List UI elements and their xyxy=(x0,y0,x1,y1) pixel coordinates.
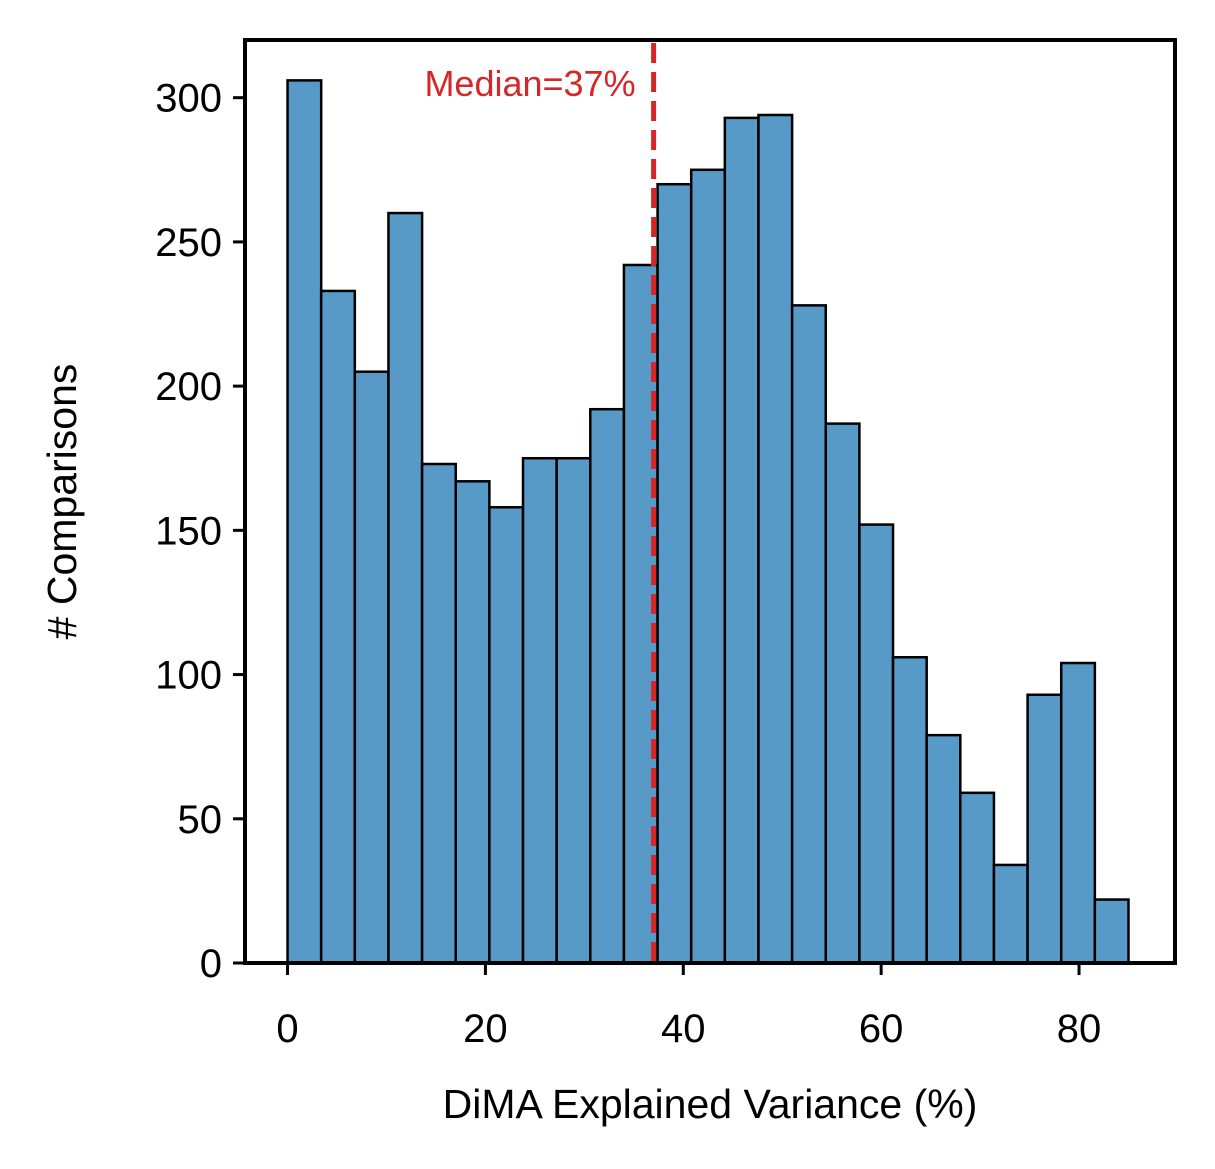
y-axis-label: # Comparisons xyxy=(39,364,85,640)
x-tick-label: 40 xyxy=(661,1007,706,1051)
histogram-bar xyxy=(1093,898,1130,965)
x-tick-label: 0 xyxy=(276,1007,298,1051)
histogram-bar xyxy=(992,863,1029,965)
histogram-bar xyxy=(689,168,727,965)
x-axis-ticks: 0 20 40 60 80 xyxy=(276,963,1101,1051)
histogram-bar xyxy=(959,791,996,965)
histogram-bar xyxy=(286,79,323,965)
y-axis-ticks: 0 50 100 150 200 250 300 xyxy=(155,77,245,986)
histogram-bar xyxy=(824,422,861,965)
histogram-bar xyxy=(723,116,760,965)
histogram-bar xyxy=(1026,693,1063,965)
histogram-bar xyxy=(488,506,525,965)
x-tick-label: 20 xyxy=(463,1007,508,1051)
histogram-bar xyxy=(790,304,828,965)
plot-frame xyxy=(243,38,1177,965)
y-tick-label: 300 xyxy=(155,77,222,121)
histogram-bar xyxy=(1059,661,1097,965)
histogram-bar xyxy=(420,462,457,965)
histogram-bar xyxy=(521,456,558,965)
x-tick-label: 60 xyxy=(859,1007,904,1051)
y-tick-label: 50 xyxy=(178,798,223,842)
histogram-bar xyxy=(319,289,357,965)
y-tick-label: 200 xyxy=(155,365,222,409)
histogram-bar xyxy=(925,733,962,965)
histogram-bar xyxy=(555,456,592,965)
median-annotation: Median=37% xyxy=(424,63,635,104)
histogram-bar xyxy=(656,182,693,965)
histogram-bar xyxy=(353,370,390,965)
y-tick-label: 100 xyxy=(155,654,222,698)
histogram-bar xyxy=(387,211,424,965)
y-tick-label: 150 xyxy=(155,509,222,553)
x-tick-label: 80 xyxy=(1057,1007,1102,1051)
histogram-bar xyxy=(589,407,626,965)
y-tick-label: 0 xyxy=(200,942,222,986)
x-axis-label: DiMA Explained Variance (%) xyxy=(443,1081,978,1127)
histogram-bar xyxy=(757,113,794,965)
y-tick-label: 250 xyxy=(155,221,222,265)
histogram-bar xyxy=(891,656,928,965)
histogram-bars xyxy=(286,79,1130,965)
histogram-bar xyxy=(454,480,491,965)
histogram-bar xyxy=(858,523,895,965)
